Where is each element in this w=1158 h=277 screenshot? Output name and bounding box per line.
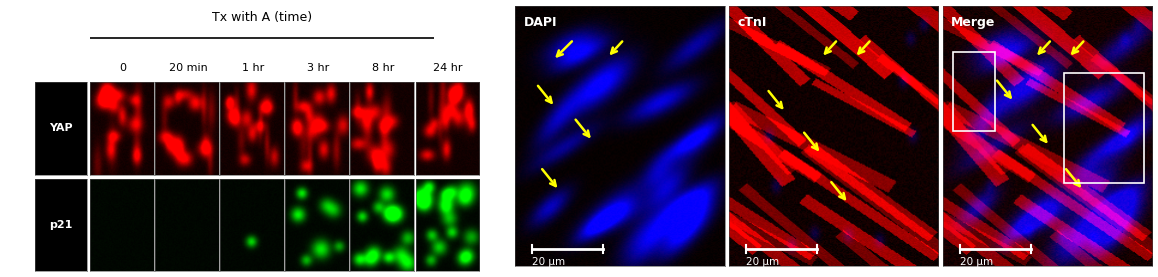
Bar	[953, 52, 996, 130]
Text: 24 hr: 24 hr	[433, 63, 463, 73]
Text: Merge: Merge	[952, 16, 996, 29]
Text: p21: p21	[49, 220, 73, 230]
Bar	[1064, 73, 1144, 183]
Text: cTnI: cTnI	[738, 16, 767, 29]
Text: 3 hr: 3 hr	[307, 63, 329, 73]
Text: 20 μm: 20 μm	[960, 257, 992, 267]
Text: 8 hr: 8 hr	[372, 63, 394, 73]
Text: 20 min: 20 min	[169, 63, 207, 73]
Text: 20 μm: 20 μm	[746, 257, 779, 267]
Text: DAPI: DAPI	[523, 16, 557, 29]
Text: Tx with A (time): Tx with A (time)	[212, 11, 313, 24]
Text: 20 μm: 20 μm	[532, 257, 565, 267]
Text: 1 hr: 1 hr	[242, 63, 264, 73]
Text: 0: 0	[119, 63, 126, 73]
Text: YAP: YAP	[49, 123, 73, 133]
